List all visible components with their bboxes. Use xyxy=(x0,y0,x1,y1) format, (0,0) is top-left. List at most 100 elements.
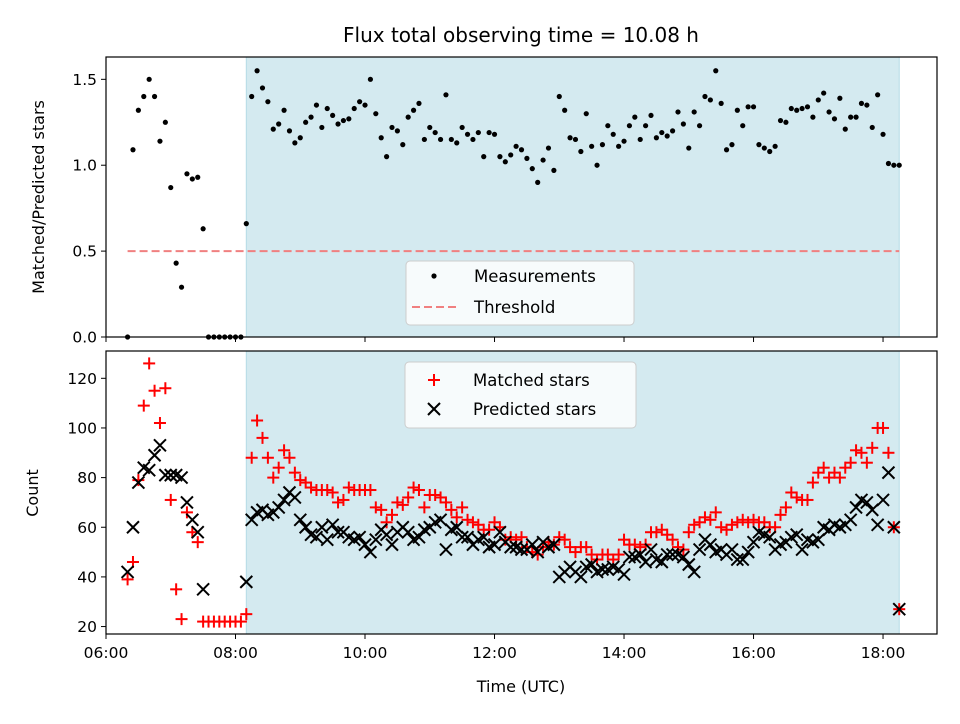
matched-stars-series xyxy=(121,357,906,628)
predicted-star-point xyxy=(584,557,599,572)
predicted-star-point xyxy=(126,520,140,534)
measurement-point xyxy=(545,145,552,151)
matched-star-point xyxy=(305,481,318,494)
y-tick-label: 0.0 xyxy=(72,329,97,347)
predicted-star-point xyxy=(191,525,205,539)
measurement-point xyxy=(178,284,185,290)
measurement-point xyxy=(675,109,681,115)
x-tick-label: 06:00 xyxy=(84,644,129,662)
measurement-point xyxy=(427,124,433,131)
measurement-point xyxy=(286,128,293,134)
predicted-star-point xyxy=(789,527,804,542)
measurement-point xyxy=(842,126,848,132)
top-legend: Measurements Threshold xyxy=(405,260,635,326)
predicted-star-point xyxy=(687,565,701,579)
predicted-star-point xyxy=(870,518,885,532)
measurement-point xyxy=(270,126,276,132)
measurement-point xyxy=(443,92,449,98)
measurement-point xyxy=(162,119,168,125)
matched-star-point xyxy=(278,444,291,457)
predicted-star-point xyxy=(320,532,334,547)
measurement-point xyxy=(626,123,633,129)
measurement-point xyxy=(750,104,757,110)
measurement-point xyxy=(713,68,719,74)
measurement-point xyxy=(491,131,498,137)
matched-star-point xyxy=(283,451,296,464)
matched-star-point xyxy=(553,531,566,544)
y-tick-label: 80 xyxy=(77,469,97,487)
measurement-point xyxy=(324,105,330,112)
measurement-point xyxy=(184,171,190,177)
measurement-point xyxy=(508,152,514,158)
measurement-point xyxy=(373,111,379,117)
predicted-star-point xyxy=(525,537,539,552)
predicted-star-point xyxy=(730,552,745,567)
matched-star-point xyxy=(855,446,868,459)
measurement-point xyxy=(848,114,854,120)
measurement-point xyxy=(562,107,568,113)
predicted-stars-series xyxy=(120,438,906,616)
top-legend-box xyxy=(405,260,635,326)
x-tick-label: 08:00 xyxy=(213,644,258,662)
measurement-point xyxy=(475,129,481,136)
measurement-point xyxy=(864,102,870,108)
predicted-star-point xyxy=(514,542,529,557)
predicted-star-point xyxy=(574,570,588,584)
matched-star-point xyxy=(272,461,285,474)
measurement-point xyxy=(405,114,411,120)
matched-star-point xyxy=(391,496,404,509)
measurement-point xyxy=(567,135,573,141)
measurement-point xyxy=(259,85,266,91)
measurement-point xyxy=(470,136,476,143)
bottom-y-ticks: 20 40 60 80 100 120 xyxy=(67,370,106,636)
predicted-star-point xyxy=(239,575,254,589)
predicted-stars-legend-marker xyxy=(427,402,441,416)
measurement-point xyxy=(189,176,195,182)
matched-star-point xyxy=(240,608,253,621)
measurement-point xyxy=(875,92,881,98)
predicted-star-point xyxy=(892,602,906,616)
measurements-legend-marker xyxy=(431,273,437,279)
measurement-point xyxy=(788,105,794,112)
measurement-point xyxy=(723,147,730,153)
measurement-point xyxy=(707,97,713,103)
matched-star-point xyxy=(294,474,307,487)
measurement-point xyxy=(578,148,584,155)
predicted-star-point xyxy=(763,530,777,544)
matched-star-point xyxy=(483,523,496,536)
measurement-point xyxy=(502,159,508,165)
matched-star-point xyxy=(877,421,890,434)
matched-star-point xyxy=(326,486,339,499)
measurement-point xyxy=(464,131,471,137)
matched-star-point xyxy=(251,414,264,427)
measurement-point xyxy=(281,107,287,113)
matched-star-point xyxy=(429,488,442,501)
predicted-star-point xyxy=(379,527,394,542)
bottom-x-ticks: 06:00 08:00 10:00 12:00 14:00 16:00 18:00 xyxy=(84,634,905,662)
matched-star-point xyxy=(499,533,512,546)
measurement-point xyxy=(869,124,875,131)
matched-star-point xyxy=(688,518,701,531)
predicted-star-point xyxy=(746,535,761,549)
matched-star-point xyxy=(148,384,161,397)
measurement-point xyxy=(815,97,821,103)
measurement-point xyxy=(729,142,735,148)
matched-star-point xyxy=(731,516,744,529)
measurement-point xyxy=(648,112,654,119)
predicted-star-point xyxy=(412,530,426,544)
matched-star-point xyxy=(650,526,663,539)
measurement-point xyxy=(432,129,438,136)
matched-star-point xyxy=(175,613,188,626)
matched-star-point xyxy=(704,513,717,526)
bottom-legend-box xyxy=(404,361,637,429)
matched-star-point xyxy=(337,493,350,506)
y-tick-label: 0.5 xyxy=(72,243,97,261)
measurement-point xyxy=(632,114,638,120)
matched-star-point xyxy=(342,481,355,494)
measurement-point xyxy=(891,162,897,168)
measurement-point xyxy=(157,138,163,144)
predicted-star-point xyxy=(131,475,146,490)
measurement-point xyxy=(589,143,595,149)
measurement-point xyxy=(513,143,519,149)
matched-star-point xyxy=(709,506,722,519)
